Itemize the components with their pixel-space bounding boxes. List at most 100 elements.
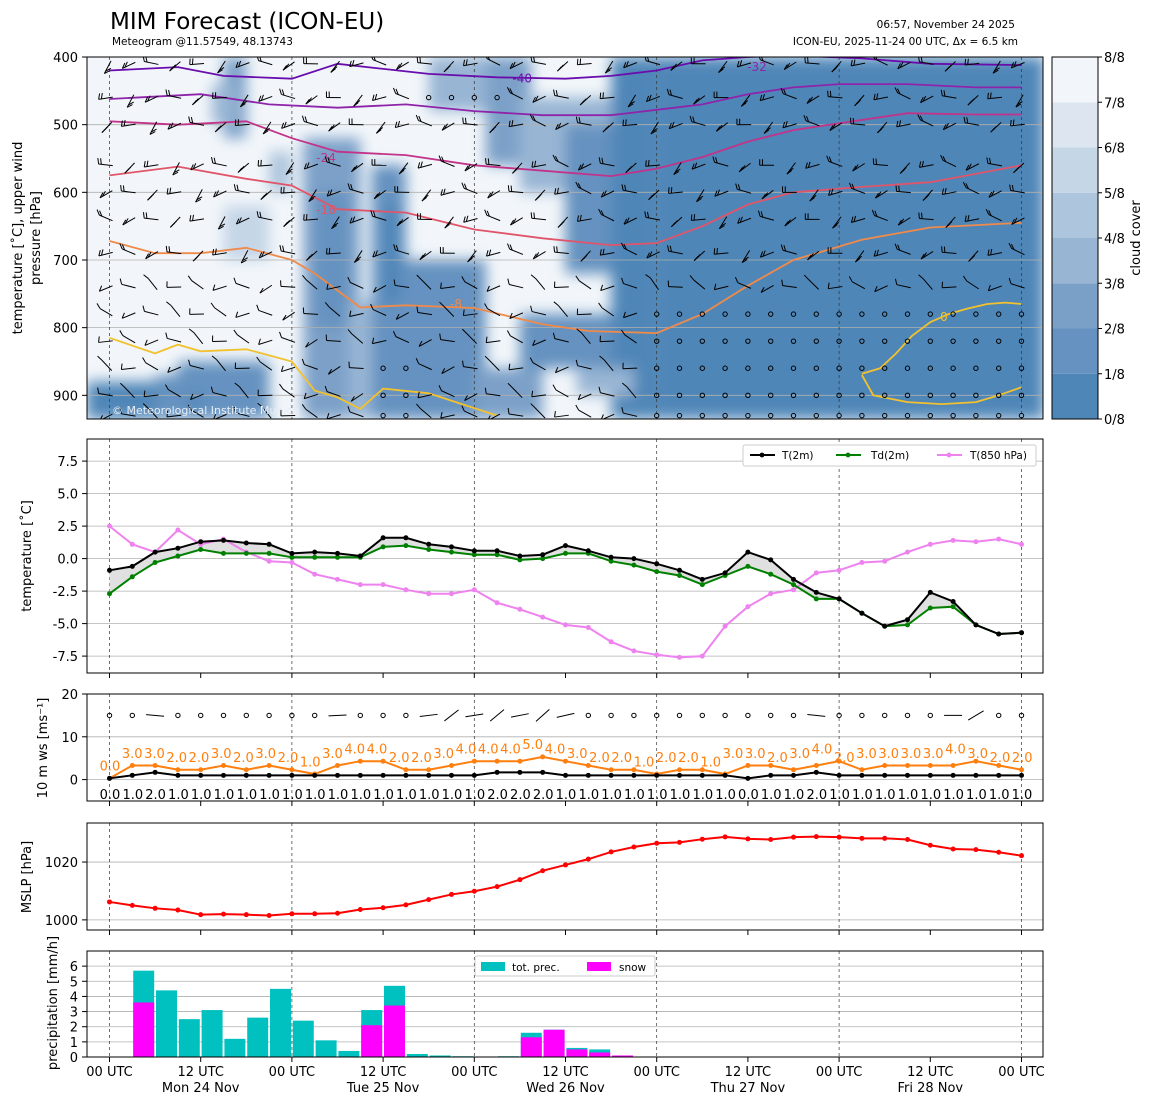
calm-marker bbox=[380, 365, 386, 371]
ws-point-34 bbox=[882, 772, 888, 778]
barb-flag bbox=[532, 339, 536, 346]
barb-shaft bbox=[259, 361, 273, 371]
ws-point-14 bbox=[426, 772, 432, 778]
point-0-24 bbox=[654, 561, 660, 567]
barb-flag bbox=[646, 252, 650, 259]
point-0-4 bbox=[198, 539, 204, 545]
calm-marker bbox=[813, 365, 819, 371]
barb-flag bbox=[419, 57, 421, 63]
ws-label-5: 1.0 bbox=[214, 788, 235, 803]
ws-label-21: 1.0 bbox=[578, 788, 599, 803]
barb-shaft bbox=[326, 252, 341, 255]
barb-shaft bbox=[782, 123, 797, 129]
barb-shaft bbox=[440, 286, 455, 289]
colorbar-tick-label-8: 8/8 bbox=[1104, 51, 1125, 66]
barb-shaft bbox=[759, 96, 775, 102]
barb-flag bbox=[393, 244, 396, 251]
ws-point-36 bbox=[927, 772, 933, 778]
barb-flag bbox=[739, 216, 743, 223]
point-2-35 bbox=[905, 549, 910, 555]
barb-shaft bbox=[349, 367, 364, 369]
barb-flag bbox=[512, 218, 517, 224]
upper-ylabel-line1: temperature [˚C], upper wind bbox=[10, 142, 26, 335]
barb-flag bbox=[644, 211, 647, 218]
barb-flag bbox=[922, 252, 927, 258]
barb-flag bbox=[895, 185, 898, 192]
barb-flag bbox=[444, 123, 448, 130]
calm-marker bbox=[882, 338, 888, 344]
point-2-19 bbox=[540, 614, 546, 620]
barb-shaft bbox=[212, 252, 227, 256]
barb-flag bbox=[149, 131, 156, 135]
barb-flag bbox=[646, 57, 650, 62]
barb-flag bbox=[716, 247, 718, 255]
calm-marker bbox=[950, 365, 956, 371]
barb-flag bbox=[807, 161, 811, 168]
barb-flag bbox=[784, 220, 789, 227]
barb-flag bbox=[854, 164, 859, 170]
calm-marker bbox=[426, 94, 432, 101]
copyright-label: © Meteorological Institute Munich bbox=[112, 404, 299, 417]
barb-flag bbox=[485, 57, 488, 60]
calm-marker bbox=[904, 365, 911, 371]
barb-flag bbox=[119, 278, 123, 285]
calm-marker bbox=[654, 392, 660, 399]
ws-label-20: 1.0 bbox=[556, 788, 577, 803]
barb-shaft bbox=[673, 162, 682, 175]
barb-flag bbox=[579, 58, 582, 65]
barb-shaft bbox=[622, 123, 638, 127]
point-1-6 bbox=[243, 550, 249, 556]
barb-flag bbox=[780, 244, 784, 251]
calm-marker bbox=[494, 94, 500, 101]
barb-flag bbox=[400, 167, 406, 173]
barb-shaft bbox=[555, 389, 569, 398]
barb-flag bbox=[873, 250, 877, 257]
barb-flag bbox=[279, 88, 282, 95]
barb-flag bbox=[506, 87, 511, 93]
point-2-24 bbox=[654, 652, 660, 658]
colorbar-tick-label-1: 1/8 bbox=[1104, 368, 1125, 383]
barb-shaft bbox=[691, 163, 706, 170]
mslp-point-28 bbox=[745, 836, 751, 842]
barb-flag bbox=[373, 57, 376, 61]
barb-shaft bbox=[262, 121, 272, 135]
barb-flag bbox=[329, 189, 333, 196]
barb-shaft bbox=[668, 191, 683, 194]
barb-flag bbox=[598, 157, 601, 164]
barb-flag bbox=[281, 89, 285, 96]
barb-flag bbox=[965, 164, 970, 171]
gust-label-29: 3.0 bbox=[745, 747, 766, 762]
barb-flag bbox=[833, 65, 839, 71]
isotherm-label--16: -16 bbox=[316, 203, 336, 217]
barb-flag bbox=[330, 124, 335, 130]
barb-flag bbox=[415, 114, 419, 121]
temp-tick-label: 0.0 bbox=[57, 553, 78, 568]
barb-flag bbox=[552, 154, 557, 161]
colorbar-label: cloud cover bbox=[1129, 200, 1144, 276]
barb-shaft bbox=[577, 218, 592, 222]
barb-flag bbox=[828, 189, 831, 196]
ws-point-24 bbox=[654, 772, 660, 778]
barb-flag bbox=[164, 384, 169, 390]
barb-flag bbox=[416, 306, 419, 313]
barb-shaft bbox=[212, 96, 227, 99]
time-tick-label-36: 12 UTC bbox=[907, 1065, 953, 1080]
gust-point-40 bbox=[1019, 767, 1024, 773]
barb-flag bbox=[486, 250, 489, 257]
barb-flag bbox=[97, 355, 103, 361]
sfc-barb-2 bbox=[146, 714, 165, 717]
barb-flag bbox=[713, 248, 716, 255]
barb-flag bbox=[575, 275, 580, 282]
barb-shaft bbox=[281, 337, 296, 343]
barb-flag bbox=[418, 115, 422, 122]
point-2-1 bbox=[129, 541, 135, 547]
totprec-bar-9 bbox=[315, 1040, 337, 1057]
gust-label-11: 4.0 bbox=[344, 742, 365, 757]
gust-label-14: 2.0 bbox=[411, 751, 432, 766]
time-tick-label-32: 00 UTC bbox=[816, 1065, 862, 1080]
ws-point-3 bbox=[175, 772, 181, 778]
barb-flag bbox=[416, 57, 419, 63]
mslp-point-33 bbox=[859, 835, 865, 841]
barb-shaft bbox=[396, 217, 409, 227]
